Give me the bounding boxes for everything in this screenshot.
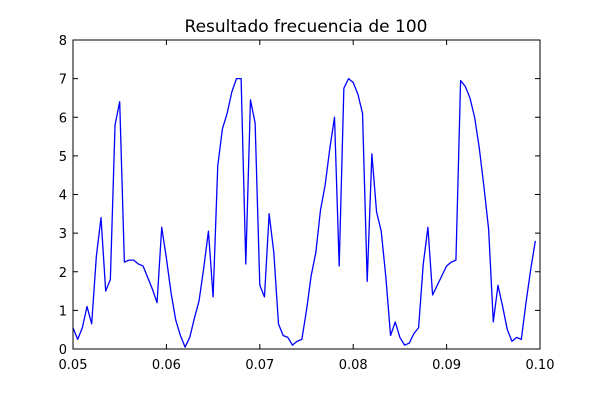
x-tick-label: 0.05 [59, 358, 88, 373]
x-tick-label: 0.09 [432, 358, 461, 373]
x-tick-label: 0.06 [152, 358, 181, 373]
chart-title: Resultado frecuencia de 100 [185, 17, 428, 37]
plot-area: 0.05 0.06 0.07 0.08 0.09 0.10 0 1 2 3 4 5 6 7 8 [59, 34, 555, 373]
x-tick-label: 0.10 [526, 358, 555, 373]
y-tick-label: 3 [59, 227, 67, 242]
y-tick-label: 7 [59, 73, 67, 88]
y-tick-label: 1 [59, 304, 67, 319]
x-tick-label: 0.07 [245, 358, 274, 373]
x-tick-label: 0.08 [339, 358, 368, 373]
series-line [72, 77, 536, 348]
y-tick-label: 2 [59, 266, 67, 281]
y-tick-label: 5 [59, 150, 67, 165]
y-tick-label: 8 [59, 34, 67, 49]
y-tick-label: 0 [59, 343, 67, 358]
y-tick-label: 4 [59, 189, 67, 204]
y-tick-label: 6 [59, 111, 67, 126]
